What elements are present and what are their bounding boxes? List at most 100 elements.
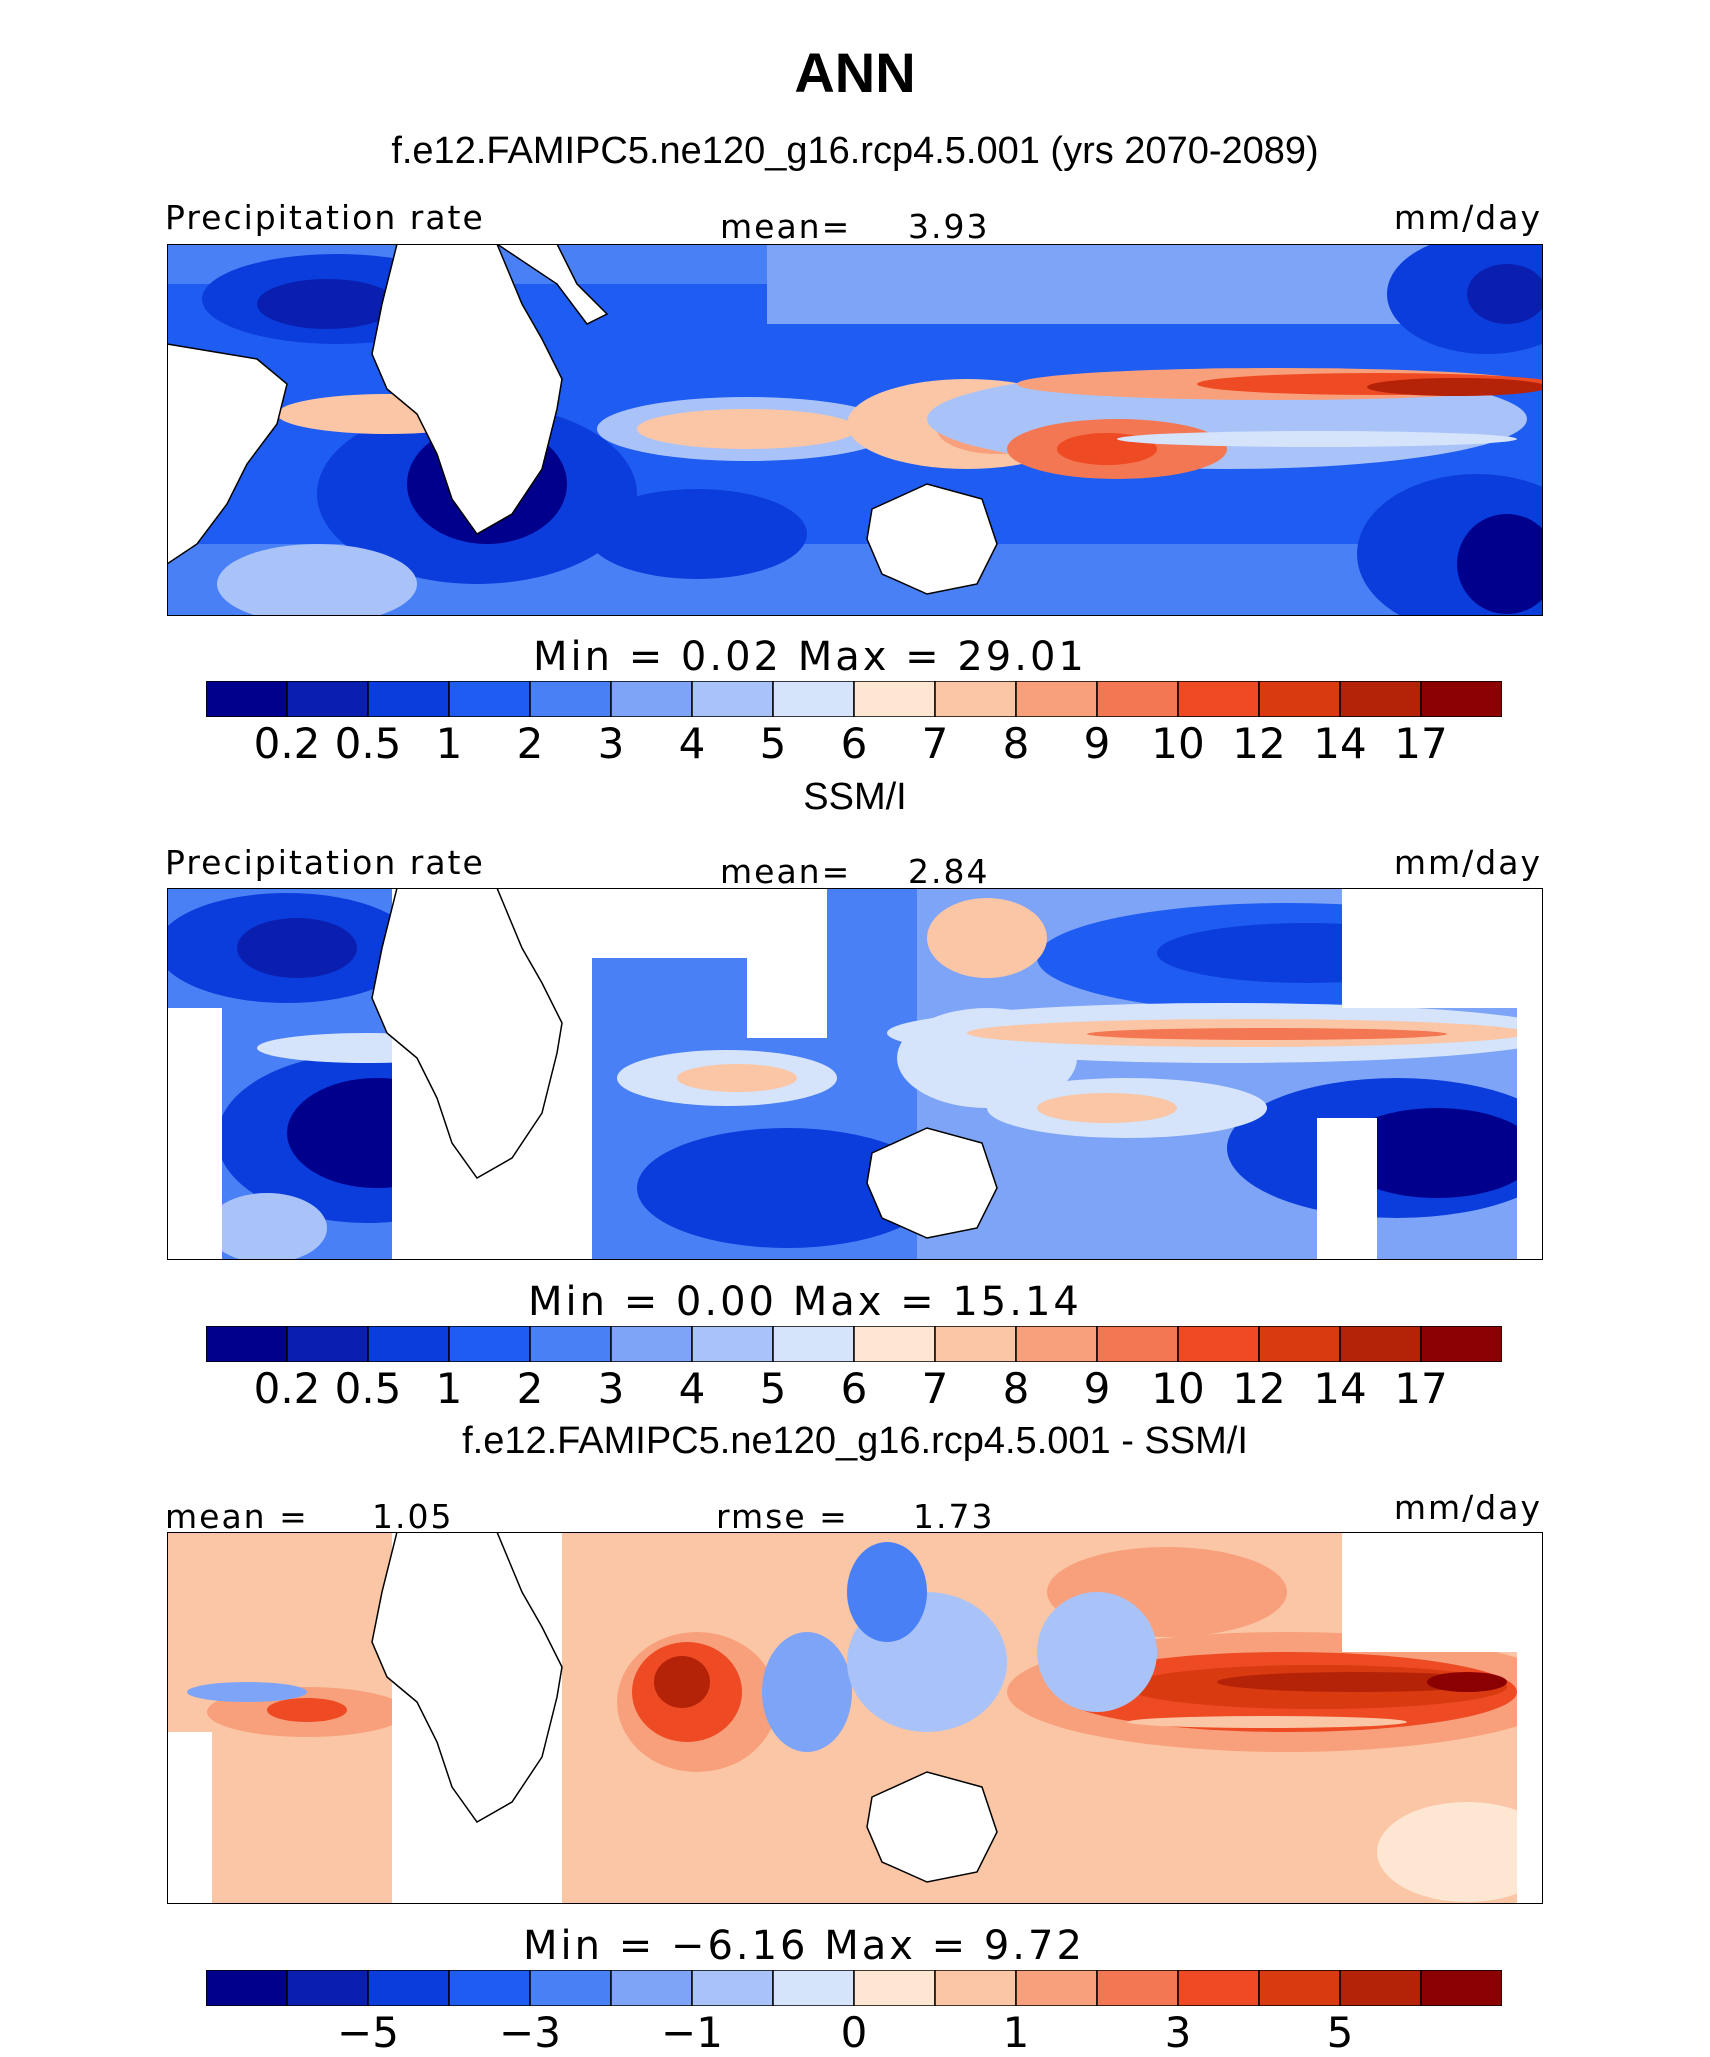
colorbar-swatch bbox=[1096, 1970, 1179, 2006]
colorbar-tick-label: 3 bbox=[597, 1364, 625, 1413]
colorbar-tick-label: 0.2 bbox=[253, 719, 321, 768]
colorbar-tick-label: 5 bbox=[1326, 2008, 1354, 2057]
colorbar-tick-label: 2 bbox=[516, 1364, 544, 1413]
colorbar-swatch bbox=[1420, 681, 1502, 717]
panel-1-map bbox=[167, 244, 1543, 616]
colorbar-tick-label: 0.5 bbox=[334, 719, 402, 768]
colorbar-swatch bbox=[1015, 1326, 1098, 1362]
colorbar-swatch bbox=[1015, 1970, 1098, 2006]
colorbar-tick-label: 5 bbox=[759, 1364, 787, 1413]
colorbar-swatch bbox=[1258, 1970, 1341, 2006]
panel-2-mean-label: mean= bbox=[720, 852, 852, 891]
colorbar-swatch bbox=[448, 1970, 531, 2006]
colorbar-tick-label: 0.2 bbox=[253, 1364, 321, 1413]
colorbar-tick-label: 10 bbox=[1151, 1364, 1205, 1413]
colorbar-swatch bbox=[1339, 681, 1422, 717]
colorbar-swatch bbox=[286, 681, 369, 717]
colorbar-tick-label: 7 bbox=[921, 1364, 949, 1413]
panel-3-mean-value: 1.05 bbox=[372, 1497, 454, 1536]
colorbar-swatch bbox=[1420, 1326, 1502, 1362]
colorbar-swatch bbox=[610, 681, 693, 717]
colorbar-swatch bbox=[1258, 1326, 1341, 1362]
colorbar-tick-label: −5 bbox=[337, 2008, 399, 2057]
colorbar-tick-label: 3 bbox=[1164, 2008, 1192, 2057]
colorbar-tick-label: 14 bbox=[1313, 1364, 1367, 1413]
colorbar-swatch bbox=[772, 1326, 855, 1362]
colorbar-tick-label: −3 bbox=[499, 2008, 561, 2057]
panel-3-rmse-value: 1.73 bbox=[913, 1497, 995, 1536]
figure-title: ANN bbox=[794, 41, 916, 104]
colorbar-tick-label: 4 bbox=[678, 719, 706, 768]
colorbar-tick-label: 4 bbox=[678, 1364, 706, 1413]
colorbar-swatch bbox=[934, 1326, 1017, 1362]
colorbar-tick-label: 1 bbox=[435, 1364, 463, 1413]
colorbar-tick-label: 3 bbox=[597, 719, 625, 768]
colorbar-tick-label: 1 bbox=[435, 719, 463, 768]
colorbar-swatch bbox=[448, 681, 531, 717]
colorbar-swatch bbox=[367, 1326, 450, 1362]
colorbar-swatch bbox=[691, 1970, 774, 2006]
panel-2-mean-value: 2.84 bbox=[908, 852, 990, 891]
panel-2-title: SSM/I bbox=[803, 776, 907, 818]
colorbar-swatch bbox=[853, 681, 936, 717]
colorbar-tick-label: 0 bbox=[840, 2008, 868, 2057]
colorbar-swatch bbox=[1177, 681, 1260, 717]
colorbar-swatch bbox=[286, 1970, 369, 2006]
colorbar-swatch bbox=[367, 1970, 450, 2006]
colorbar-tick-label: 17 bbox=[1394, 1364, 1448, 1413]
panel-3-mean-label: mean = bbox=[165, 1497, 309, 1536]
panel-3-title: f.e12.FAMIPC5.ne120_g16.rcp4.5.001 - SSM… bbox=[462, 1420, 1248, 1462]
panel-2-units: mm/day bbox=[1393, 843, 1542, 882]
colorbar-tick-label: 12 bbox=[1232, 1364, 1286, 1413]
colorbar-swatch bbox=[853, 1326, 936, 1362]
colorbar-swatch bbox=[1339, 1970, 1422, 2006]
panel-1-mean-label: mean= bbox=[720, 207, 852, 246]
panel-1-title: f.e12.FAMIPC5.ne120_g16.rcp4.5.001 (yrs … bbox=[391, 130, 1319, 172]
panel-2-variable-label: Precipitation rate bbox=[165, 843, 485, 882]
colorbar-tick-label: 8 bbox=[1002, 719, 1030, 768]
colorbar-tick-label: 14 bbox=[1313, 719, 1367, 768]
colorbar-swatch bbox=[206, 1970, 288, 2006]
panel-2-colorbar bbox=[206, 1326, 1502, 1362]
colorbar-tick-label: 9 bbox=[1083, 719, 1111, 768]
colorbar-tick-label: 9 bbox=[1083, 1364, 1111, 1413]
panel-2-map bbox=[167, 888, 1543, 1260]
colorbar-swatch bbox=[691, 681, 774, 717]
colorbar-swatch bbox=[206, 681, 288, 717]
panel-1-minmax: Min = 0.02 Max = 29.01 bbox=[533, 634, 1087, 680]
colorbar-tick-label: 6 bbox=[840, 1364, 868, 1413]
colorbar-swatch bbox=[1177, 1970, 1260, 2006]
colorbar-swatch bbox=[610, 1970, 693, 2006]
panel-1-mean-value: 3.93 bbox=[908, 207, 990, 246]
colorbar-tick-label: 2 bbox=[516, 719, 544, 768]
colorbar-swatch bbox=[1096, 681, 1179, 717]
panel-3-colorbar bbox=[206, 1970, 1502, 2006]
colorbar-swatch bbox=[1096, 1326, 1179, 1362]
panel-1-variable-label: Precipitation rate bbox=[165, 198, 485, 237]
colorbar-swatch bbox=[529, 681, 612, 717]
colorbar-tick-label: 17 bbox=[1394, 719, 1448, 768]
colorbar-swatch bbox=[772, 681, 855, 717]
colorbar-swatch bbox=[934, 1970, 1017, 2006]
colorbar-swatch bbox=[286, 1326, 369, 1362]
colorbar-swatch bbox=[610, 1326, 693, 1362]
colorbar-tick-label: 1 bbox=[1002, 2008, 1030, 2057]
colorbar-swatch bbox=[1339, 1326, 1422, 1362]
colorbar-swatch bbox=[1420, 1970, 1502, 2006]
panel-3-rmse-label: rmse = bbox=[716, 1497, 849, 1536]
panel-2-minmax: Min = 0.00 Max = 15.14 bbox=[528, 1279, 1082, 1325]
panel-1-colorbar bbox=[206, 681, 1502, 717]
colorbar-swatch bbox=[206, 1326, 288, 1362]
colorbar-tick-label: −1 bbox=[661, 2008, 723, 2057]
panel-1-units: mm/day bbox=[1393, 198, 1542, 237]
colorbar-swatch bbox=[1015, 681, 1098, 717]
colorbar-swatch bbox=[1258, 681, 1341, 717]
colorbar-tick-label: 6 bbox=[840, 719, 868, 768]
panel-3-map bbox=[167, 1532, 1543, 1904]
colorbar-swatch bbox=[448, 1326, 531, 1362]
colorbar-swatch bbox=[529, 1326, 612, 1362]
colorbar-swatch bbox=[772, 1970, 855, 2006]
colorbar-swatch bbox=[529, 1970, 612, 2006]
colorbar-tick-label: 10 bbox=[1151, 719, 1205, 768]
colorbar-tick-label: 5 bbox=[759, 719, 787, 768]
